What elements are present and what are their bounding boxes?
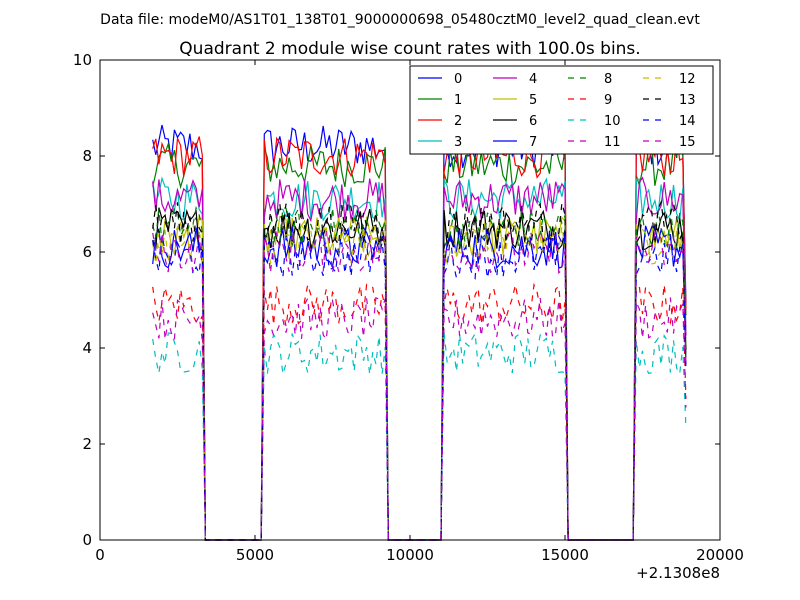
series-line-6 (152, 207, 687, 541)
legend-label-6: 6 (529, 114, 537, 129)
y-tick-label: 8 (82, 147, 92, 165)
x-tick-label: 15000 (541, 546, 589, 564)
x-tick-label: 20000 (696, 546, 744, 564)
legend-label-14: 14 (679, 114, 696, 129)
series-line-12 (152, 219, 687, 541)
series-line-7 (152, 225, 687, 541)
y-tick-label: 10 (73, 51, 92, 69)
legend-label-13: 13 (679, 93, 696, 108)
legend-label-7: 7 (529, 135, 537, 150)
series-line-9 (152, 282, 687, 541)
series-line-3 (152, 176, 687, 541)
series-line-14 (152, 234, 687, 541)
legend-label-8: 8 (604, 72, 612, 87)
x-tick-label: 5000 (236, 546, 274, 564)
x-tick-label: 0 (95, 546, 105, 564)
legend-label-2: 2 (454, 114, 462, 129)
series-line-1 (152, 141, 687, 541)
x-tick-label: 10000 (386, 546, 434, 564)
series-line-15 (152, 229, 687, 541)
chart-title: Quadrant 2 module wise count rates with … (179, 39, 640, 59)
series-line-0 (152, 124, 687, 541)
plot-lines (152, 124, 687, 541)
y-tick-label: 6 (82, 243, 92, 261)
legend-label-1: 1 (454, 93, 462, 108)
y-tick-label: 0 (82, 531, 92, 549)
legend-label-12: 12 (679, 72, 696, 87)
series-line-5 (152, 214, 687, 541)
series-line-11 (152, 296, 687, 541)
legend-box (409, 65, 714, 155)
series-line-4 (152, 176, 687, 541)
legend-label-9: 9 (604, 93, 612, 108)
legend-label-0: 0 (454, 72, 462, 87)
y-tick-label: 4 (82, 339, 92, 357)
series-line-13 (152, 199, 687, 541)
series-line-10 (152, 331, 687, 541)
legend-label-11: 11 (604, 135, 621, 150)
legend-label-10: 10 (604, 114, 621, 129)
x-offset-label: +2.1308e8 (636, 564, 720, 582)
legend-label-3: 3 (454, 135, 462, 150)
y-tick-label: 2 (82, 435, 92, 453)
series-line-2 (152, 133, 687, 541)
series-line-8 (152, 205, 687, 541)
suptitle: Data file: modeM0/AS1T01_138T01_90000006… (100, 12, 700, 28)
legend-label-5: 5 (529, 93, 537, 108)
legend-label-4: 4 (529, 72, 537, 87)
legend-label-15: 15 (679, 135, 696, 150)
